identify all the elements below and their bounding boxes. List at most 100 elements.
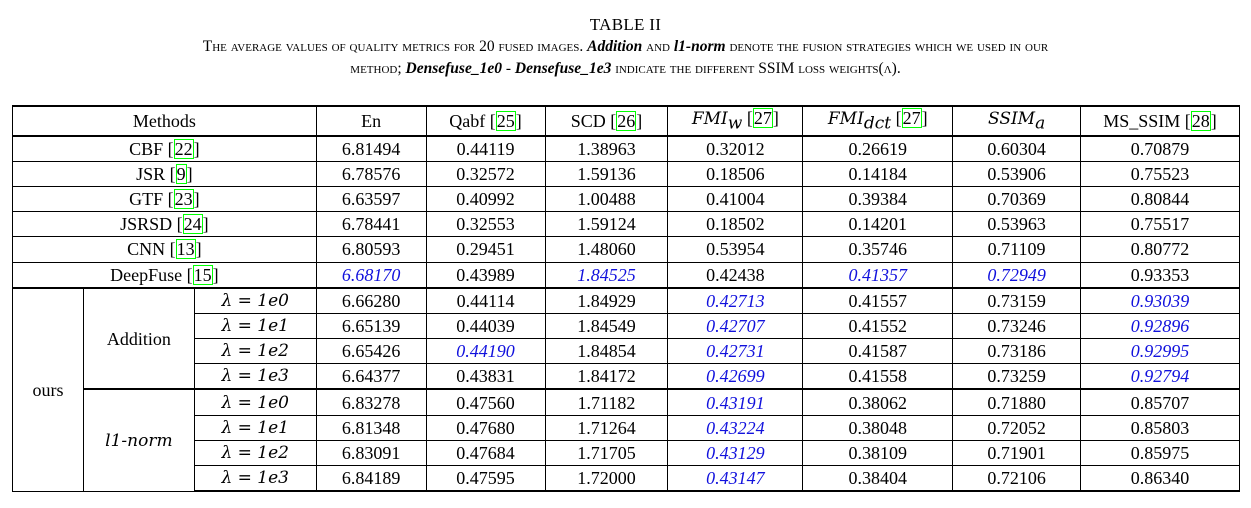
value-cell: 0.42699 bbox=[667, 363, 804, 390]
value-cell: 1.59136 bbox=[544, 160, 669, 187]
value-cell: 0.53906 bbox=[952, 160, 1082, 187]
method-name: CNN bbox=[127, 239, 166, 260]
table-row: λ = 1e2 6.65426 0.44190 1.84854 0.42731 0.415… bbox=[13, 338, 1240, 365]
value-cell: 0.44114 bbox=[425, 286, 546, 314]
citation-link[interactable]: 23 bbox=[173, 189, 194, 210]
header-fmidct-sub: dct bbox=[863, 113, 892, 134]
value-cell: 6.81348 bbox=[315, 414, 427, 441]
value-cell: 0.42731 bbox=[667, 338, 804, 365]
value-cell: 1.71182 bbox=[544, 388, 669, 416]
method-cell: DeepFuse [15] bbox=[12, 261, 317, 289]
header-fmidct: FMIdct [27] bbox=[802, 105, 954, 137]
value-cell: 0.42438 bbox=[667, 261, 804, 289]
value-cell: 0.72949 bbox=[952, 261, 1082, 289]
value-cell: 1.71264 bbox=[544, 414, 669, 441]
value-cell: 0.41557 bbox=[802, 286, 954, 314]
value-cell: 0.53954 bbox=[667, 236, 804, 263]
value-cell: 1.84172 bbox=[544, 363, 669, 390]
method-name: DeepFuse bbox=[110, 264, 183, 285]
lambda-label: λ = 1e3 bbox=[193, 363, 317, 390]
value-cell: 0.41357 bbox=[802, 261, 954, 289]
value-cell: 0.73159 bbox=[952, 286, 1082, 314]
value-cell: 1.38963 bbox=[544, 135, 669, 162]
citation-link[interactable]: 27 bbox=[901, 108, 922, 128]
value-cell: 0.85803 bbox=[1080, 414, 1240, 441]
value-cell: 0.73246 bbox=[952, 312, 1082, 340]
value-cell: 0.14201 bbox=[802, 211, 954, 238]
value-cell: 0.47595 bbox=[425, 465, 546, 493]
value-cell: 0.80772 bbox=[1080, 236, 1240, 263]
value-cell: 0.71901 bbox=[952, 439, 1082, 467]
value-cell: 0.43989 bbox=[425, 261, 546, 289]
caption-text: denote the fusion strategies which we us… bbox=[725, 38, 1049, 55]
method-name: GTF bbox=[129, 189, 164, 210]
citation-link[interactable]: 25 bbox=[495, 110, 516, 131]
citation-link[interactable]: 28 bbox=[1190, 110, 1211, 131]
ours-group-label: ours bbox=[12, 286, 84, 492]
header-ssima: SSIMa bbox=[952, 105, 1082, 137]
table-number: TABLE II bbox=[589, 15, 662, 34]
method-cell: JSR [9] bbox=[12, 160, 317, 187]
value-cell: 0.44190 bbox=[425, 338, 546, 365]
method-name: CBF bbox=[129, 138, 164, 159]
citation-link[interactable]: 15 bbox=[192, 264, 213, 285]
l1-norm-group: l1-norm bbox=[82, 388, 195, 492]
header-scd: SCD [26] bbox=[544, 105, 669, 137]
citation-link[interactable]: 24 bbox=[182, 214, 203, 235]
value-cell: 1.84549 bbox=[544, 312, 669, 340]
table-row: λ = 1e1 6.65139 0.44039 1.84549 0.42707 0.415… bbox=[13, 312, 1240, 340]
value-cell: 1.84929 bbox=[544, 286, 669, 314]
method-name: JSRSD bbox=[120, 214, 173, 235]
value-cell: 0.71109 bbox=[952, 236, 1082, 263]
value-cell: 1.84525 bbox=[544, 261, 669, 289]
value-cell: 0.47680 bbox=[425, 414, 546, 441]
method-cell: CNN [13] bbox=[12, 236, 317, 263]
value-cell: 0.92794 bbox=[1080, 363, 1240, 390]
table-row: DeepFuse [15] 6.68170 0.43989 1.84525 0.4243… bbox=[12, 261, 1240, 289]
value-cell: 0.32553 bbox=[425, 211, 546, 238]
value-cell: 6.81494 bbox=[315, 135, 427, 162]
citation-link[interactable]: 27 bbox=[752, 108, 773, 128]
lambda-label: λ = 1e2 bbox=[193, 439, 317, 467]
value-cell: 0.38048 bbox=[802, 414, 954, 441]
method-name: JSR bbox=[136, 163, 166, 184]
value-cell: 6.83278 bbox=[315, 388, 427, 416]
citation-link[interactable]: 26 bbox=[616, 110, 637, 131]
value-cell: 0.38109 bbox=[802, 439, 954, 467]
value-cell: 0.38062 bbox=[802, 388, 954, 416]
value-cell: 0.32572 bbox=[425, 160, 546, 187]
l1-norm-label: l1-norm bbox=[105, 431, 173, 452]
caption-densefuse-1e3: Densefuse_1e3 bbox=[514, 60, 612, 77]
header-qabf-label: Qabf bbox=[449, 110, 486, 131]
value-cell: 0.43831 bbox=[425, 363, 546, 390]
value-cell: 6.78441 bbox=[315, 211, 427, 238]
table-row: CNN [13] 6.80593 0.29451 1.48060 0.53954 0.35… bbox=[12, 236, 1240, 263]
addition-label: Addition bbox=[106, 328, 171, 349]
header-msssim-label: MS_SSIM bbox=[1103, 110, 1181, 131]
value-cell: 1.72000 bbox=[544, 465, 669, 493]
citation-link[interactable]: 13 bbox=[175, 239, 196, 260]
value-cell: 0.43224 bbox=[667, 414, 804, 441]
value-cell: 0.70879 bbox=[1080, 135, 1240, 162]
value-cell: 0.92896 bbox=[1080, 312, 1240, 340]
value-cell: 0.47684 bbox=[425, 439, 546, 467]
header-fmiw-sub: w bbox=[727, 113, 743, 134]
value-cell: 0.43147 bbox=[667, 465, 804, 493]
header-fmidct-label: FMI bbox=[827, 109, 864, 129]
lambda-label: λ = 1e0 bbox=[193, 388, 317, 416]
value-cell: 0.44119 bbox=[425, 135, 546, 162]
lambda-label: λ = 1e0 bbox=[193, 286, 317, 314]
value-cell: 0.60304 bbox=[952, 135, 1082, 162]
citation-link[interactable]: 22 bbox=[173, 138, 194, 159]
value-cell: 0.43129 bbox=[667, 439, 804, 467]
value-cell: 0.80844 bbox=[1080, 185, 1240, 213]
table-row: GTF [23] 6.63597 0.40992 1.00488 0.41004 0.39… bbox=[12, 185, 1240, 213]
caption-text: method; bbox=[350, 60, 406, 77]
value-cell: 1.84854 bbox=[544, 338, 669, 365]
value-cell: 6.84189 bbox=[315, 465, 427, 493]
header-qabf: Qabf [25] bbox=[425, 105, 546, 137]
citation-link[interactable]: 9 bbox=[175, 163, 187, 184]
value-cell: 0.72106 bbox=[952, 465, 1082, 493]
value-cell: 6.64377 bbox=[315, 363, 427, 390]
value-cell: 1.71705 bbox=[544, 439, 669, 467]
